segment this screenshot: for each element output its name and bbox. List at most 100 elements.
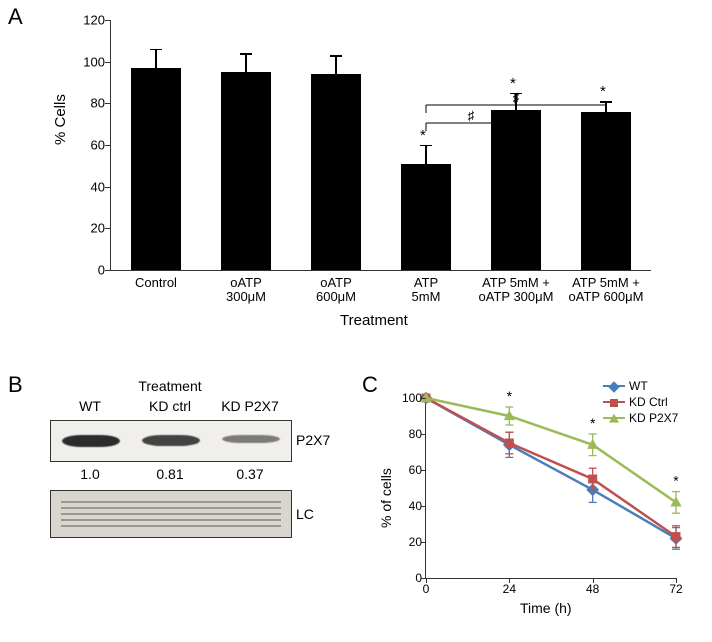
panel-a-errorbar <box>605 101 606 111</box>
panel-c-ytick: 100 <box>392 391 422 405</box>
panel-a-xlabel: ATP 5mM + oATP 600μM <box>561 276 651 305</box>
panel-a-bar <box>581 112 631 270</box>
panel-c-ytick-mark <box>421 398 426 399</box>
panel-b-band <box>222 435 280 443</box>
panel-a-errorcap <box>330 55 342 56</box>
panel-c-ytick: 20 <box>392 535 422 549</box>
panel-c-ytick-mark <box>421 470 426 471</box>
panel-a-ytick-mark <box>105 103 111 104</box>
panel-a-plot-area: ♯♯ 020406080100120ControloATP 300μMoATP … <box>110 20 651 271</box>
panel-a-errorbar <box>515 93 516 110</box>
panel-c-ytick: 0 <box>392 571 422 585</box>
panel-a-xlabel: ATP 5mM <box>381 276 471 305</box>
panel-a-errorbar <box>425 145 426 164</box>
panel-a-ytick: 40 <box>71 179 105 194</box>
panel-a-sig-star: * <box>420 127 426 144</box>
panel-c-xtick: 0 <box>423 582 430 596</box>
panel-b-blot-p2x7 <box>50 420 292 462</box>
svg-text:*: * <box>507 388 513 404</box>
panel-b-ratio: 0.37 <box>210 466 290 482</box>
panel-a-bar <box>491 110 541 270</box>
panel-a-ytick: 20 <box>71 221 105 236</box>
panel-a-label: A <box>8 4 23 30</box>
panel-a-ytick: 100 <box>71 54 105 69</box>
panel-a-ytick: 0 <box>71 263 105 278</box>
svg-text:*: * <box>590 415 596 431</box>
panel-a-errorcap <box>510 93 522 94</box>
panel-a-bar <box>311 74 361 270</box>
panel-b-lc-stripe <box>61 525 282 527</box>
panel-b-lc-stripe <box>61 519 282 521</box>
panel-b-lane-label: KD ctrl <box>130 398 210 414</box>
panel-c-xtick: 48 <box>586 582 599 596</box>
panel-c-ytick-mark <box>421 542 426 543</box>
panel-b-ratio: 0.81 <box>130 466 210 482</box>
panel-b-row1-label: P2X7 <box>296 432 330 448</box>
panel-a-ytick: 120 <box>71 13 105 28</box>
panel-a-annotations: ♯♯ <box>111 10 651 270</box>
panel-a-errorcap <box>420 145 432 146</box>
panel-b-band <box>62 435 120 447</box>
panel-a-errorcap <box>600 101 612 102</box>
panel-a-errorbar <box>155 49 156 68</box>
panel-a-ytick-mark <box>105 228 111 229</box>
panel-a-errorcap <box>150 49 162 50</box>
panel-a-ytick: 60 <box>71 138 105 153</box>
svg-text:*: * <box>673 473 679 489</box>
panel-c-xtick-mark <box>509 578 510 583</box>
panel-c-legend-label: WT <box>629 379 648 393</box>
panel-a-bar-chart: % Cells ♯♯ 020406080100120ControloATP 30… <box>40 10 660 320</box>
panel-a-xlabel: oATP 600μM <box>291 276 381 305</box>
panel-c-xaxis-title: Time (h) <box>520 600 572 616</box>
panel-b-lane-label: KD P2X7 <box>210 398 290 414</box>
panel-a-ytick: 80 <box>71 96 105 111</box>
panel-a-errorcap <box>240 53 252 54</box>
panel-b-band <box>142 435 200 446</box>
panel-a-ylabel: % Cells <box>52 94 69 145</box>
panel-a-ytick-mark <box>105 145 111 146</box>
panel-a-sig-star: * <box>600 83 606 100</box>
panel-b-western-blot: Treatment P2X7 LC WTKD ctrlKD P2X7 1.00.8… <box>20 378 350 618</box>
panel-a-xlabel: ATP 5mM + oATP 300μM <box>471 276 561 305</box>
panel-c-ytick: 80 <box>392 427 422 441</box>
panel-b-ratio: 1.0 <box>50 466 130 482</box>
panel-a-xlabel: Control <box>111 276 201 290</box>
panel-a-sig-star: * <box>510 75 516 92</box>
panel-b-row2-label: LC <box>296 506 314 522</box>
panel-b-lc-stripe <box>61 513 282 515</box>
panel-c-legend-label: KD P2X7 <box>629 411 678 425</box>
panel-c-xtick-mark <box>426 578 427 583</box>
panel-c-legend-item: KD Ctrl <box>603 394 678 410</box>
panel-c-ytick: 40 <box>392 499 422 513</box>
panel-b-blot-lc <box>50 490 292 538</box>
panel-b-heading: Treatment <box>50 378 290 394</box>
panel-c-legend: WT KD Ctrl KD P2X7 <box>603 378 678 426</box>
panel-b-lc-stripe <box>61 501 282 503</box>
panel-c-ytick-mark <box>421 434 426 435</box>
panel-a-xlabel: oATP 300μM <box>201 276 291 305</box>
panel-c-ytick: 60 <box>392 463 422 477</box>
panel-c-xtick-mark <box>676 578 677 583</box>
panel-a-bar <box>131 68 181 270</box>
panel-a-ytick-mark <box>105 20 111 21</box>
figure-page: A % Cells ♯♯ 020406080100120ControloATP … <box>0 0 712 642</box>
panel-a-xaxis-title: Treatment <box>340 312 408 329</box>
panel-b-lc-stripe <box>61 507 282 509</box>
panel-c-xtick-mark <box>593 578 594 583</box>
panel-c-xtick: 24 <box>503 582 516 596</box>
panel-c-ytick-mark <box>421 506 426 507</box>
panel-a-bar <box>221 72 271 270</box>
panel-c-legend-item: WT <box>603 378 678 394</box>
panel-c-legend-label: KD Ctrl <box>629 395 668 409</box>
panel-a-errorbar <box>245 53 246 72</box>
panel-a-ytick-mark <box>105 62 111 63</box>
panel-c-line-chart: % of cells *** 0204060801000244872 Time … <box>370 378 700 628</box>
panel-a-errorbar <box>335 55 336 74</box>
svg-text:♯: ♯ <box>468 108 475 123</box>
panel-c-legend-item: KD P2X7 <box>603 410 678 426</box>
panel-c-xtick: 72 <box>669 582 682 596</box>
panel-a-bar <box>401 164 451 270</box>
panel-a-ytick-mark <box>105 270 111 271</box>
panel-a-ytick-mark <box>105 187 111 188</box>
panel-b-lane-label: WT <box>50 398 130 414</box>
